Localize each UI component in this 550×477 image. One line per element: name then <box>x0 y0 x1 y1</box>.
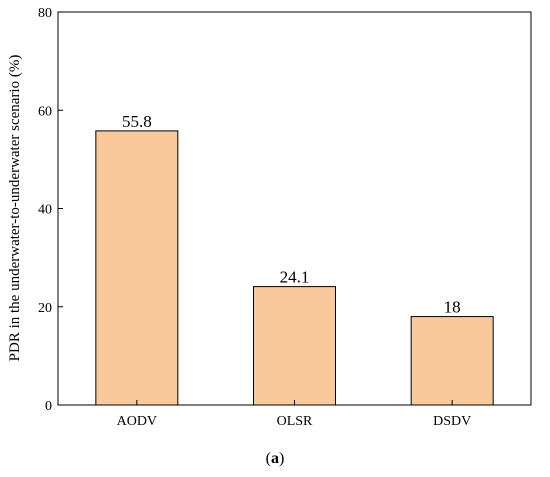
y-axis-label: PDR in the underwater-to-underwater scen… <box>7 55 23 362</box>
y-tick-label: 60 <box>38 104 52 119</box>
caption-letter: a <box>271 450 279 467</box>
data-label-dsdv: 18 <box>444 298 461 317</box>
data-label-olsr: 24.1 <box>280 268 310 287</box>
data-labels-group: 55.8 24.1 18 <box>122 112 461 317</box>
data-label-aodv: 55.8 <box>122 112 152 131</box>
y-tick-label: 20 <box>38 301 52 316</box>
caption-close: ) <box>279 450 285 467</box>
figure-caption: (a) <box>0 450 550 468</box>
bar-aodv <box>95 130 179 406</box>
bar-dsdv <box>410 316 494 406</box>
y-tick-label: 80 <box>38 6 52 21</box>
y-tick-label: 40 <box>38 203 52 218</box>
y-tick-label: 0 <box>45 399 52 414</box>
bar-chart: 55.8 24.1 18 0 20 40 60 80 AODV OLSR DSDV PDR in… <box>7 6 532 429</box>
y-ticks-group: 0 20 40 60 80 <box>38 6 63 414</box>
bar-olsr <box>253 286 336 406</box>
x-ticks-group: AODV OLSR DSDV <box>117 400 471 429</box>
x-tick-label-dsdv: DSDV <box>433 414 471 429</box>
caption-open: ( <box>265 450 271 467</box>
x-tick-label-olsr: OLSR <box>277 414 313 429</box>
x-tick-label-aodv: AODV <box>117 414 157 429</box>
bars-group <box>95 130 494 406</box>
